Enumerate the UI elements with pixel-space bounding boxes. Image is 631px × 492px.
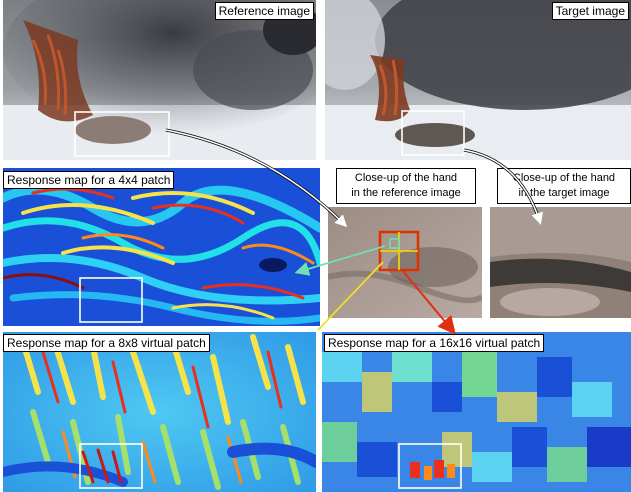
reference-closeup-image	[328, 207, 482, 318]
response-map-16x16	[322, 332, 631, 492]
target-image-panel: Target image	[325, 0, 631, 160]
response-map-4x4-label: Response map for a 4x4 patch	[3, 171, 175, 189]
response-map-16x16-panel: Response map for a 16x16 virtual patch	[322, 332, 631, 492]
reference-closeup-caption: Close-up of the hand in the reference im…	[336, 168, 476, 204]
response-map-8x8	[3, 332, 316, 492]
target-closeup-caption-line2: in the target image	[518, 187, 610, 199]
map4-hand-box	[79, 277, 143, 323]
reference-closeup-panel	[328, 207, 482, 318]
target-closeup-caption-line1: Close-up of the hand	[512, 172, 616, 184]
response-map-8x8-label: Response map for a 8x8 virtual patch	[3, 334, 210, 352]
response-map-4x4	[3, 168, 320, 326]
response-map-16x16-label: Response map for a 16x16 virtual patch	[324, 334, 545, 352]
target-image	[325, 0, 631, 160]
map16-hand-box	[398, 443, 462, 489]
reference-image-panel: Reference image	[3, 0, 316, 160]
target-hand-box	[401, 110, 465, 156]
target-closeup-caption: Close-up of the hand in the target image	[497, 168, 631, 204]
reference-image-label: Reference image	[214, 2, 314, 20]
target-closeup-image	[490, 207, 631, 318]
map8-hand-box	[79, 443, 143, 489]
target-image-label: Target image	[551, 2, 629, 20]
response-map-4x4-panel: Response map for a 4x4 patch	[3, 168, 320, 326]
patch-4x4	[389, 238, 400, 249]
reference-closeup-caption-line1: Close-up of the hand	[354, 172, 458, 184]
reference-closeup-caption-line2: in the reference image	[351, 187, 461, 199]
response-map-8x8-panel: Response map for a 8x8 virtual patch	[3, 332, 316, 492]
target-closeup-panel	[490, 207, 631, 318]
reference-image	[3, 0, 316, 160]
